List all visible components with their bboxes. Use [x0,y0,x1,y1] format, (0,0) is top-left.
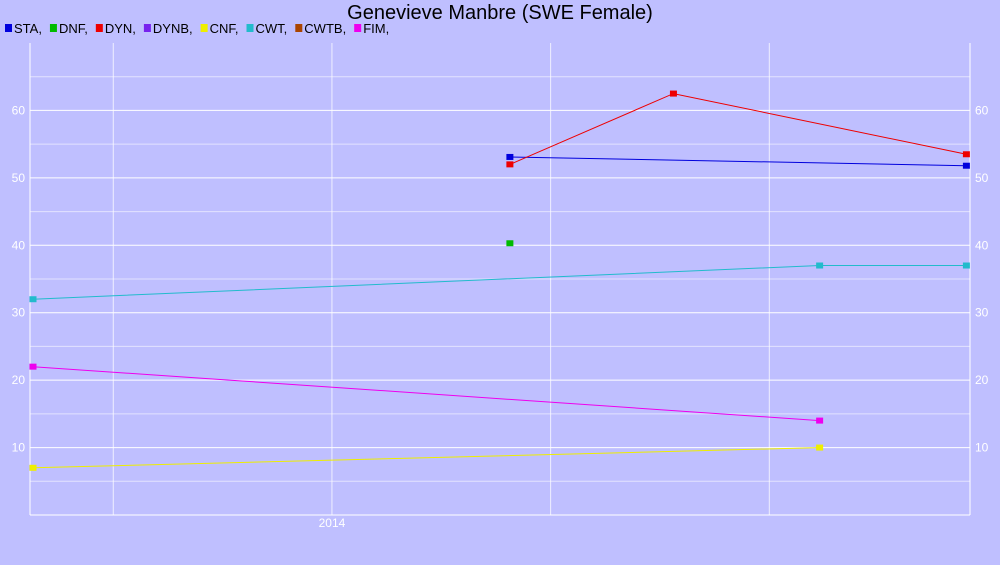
y-tick-label-left: 60 [12,103,26,117]
series-dyn [506,90,970,168]
series-cwt [29,262,970,303]
data-point-dyn [506,161,514,168]
legend-swatch [5,24,12,32]
legend-label: DYN, [105,21,136,36]
series-line-cnf [32,447,820,469]
legend-item-sta: STA, [5,21,42,36]
legend-label: STA, [14,21,42,36]
data-point-sta [962,162,970,169]
y-tick-label-left: 20 [12,373,26,387]
plot-frame [29,43,971,516]
legend-swatch [354,24,362,32]
legend-item-cwt: CWT, [246,21,288,36]
x-tick-label: 2014 [319,516,346,530]
data-point-cwt [816,262,824,269]
y-tick-label-right: 50 [975,171,989,185]
y-tick-label-left: 40 [12,238,26,252]
legend-swatch [295,24,303,32]
legend-item-cnf: CNF, [200,21,239,36]
series-line-fim [32,366,820,422]
series-dnf [506,240,514,247]
legend-swatch [246,24,254,32]
data-point-fim [29,363,37,370]
data-point-cwt [962,262,970,269]
legend-swatch [49,24,57,32]
data-point-cnf [816,444,824,451]
legend-label: FIM, [363,21,389,36]
data-point-sta [506,153,514,160]
grid-lines [30,43,970,515]
y-tick-label-right: 20 [975,373,989,387]
legend-item-cwtb: CWTB, [295,21,346,36]
y-tick-label-right: 10 [975,441,989,455]
legend-label: CWT, [256,21,288,36]
axis-tick-labels: 10 10 20 20 30 30 40 40 50 50 60 60 2014 [12,103,989,530]
plot-area: 10 10 20 20 30 30 40 40 50 50 60 60 2014 [12,43,989,530]
legend-label: DNF, [59,21,88,36]
data-point-dyn [962,151,970,158]
series-line-sta [509,156,967,167]
series-layer [29,90,970,471]
y-tick-label-left: 30 [12,306,26,320]
legend-swatch [143,24,151,32]
legend-label: CNF, [210,21,239,36]
series-fim [29,363,824,424]
y-tick-label-right: 60 [975,103,989,117]
series-cnf [29,444,824,471]
data-point-cnf [29,464,37,471]
legend-label: CWTB, [304,21,346,36]
data-point-dnf [506,240,514,247]
legend-item-dnf: DNF, [49,21,88,36]
legend-swatch [200,24,208,32]
legend: STA, DNF, DYN, DYNB, CNF, CWT, CWTB, FIM, [5,21,389,36]
data-point-cwt [29,296,37,303]
chart-title: Genevieve Manbre (SWE Female) [347,2,653,24]
y-tick-label-right: 40 [975,238,989,252]
y-tick-label-right: 30 [975,306,989,320]
legend-item-dyn: DYN, [95,21,136,36]
y-tick-label-left: 50 [12,171,26,185]
legend-swatch [95,24,103,32]
legend-label: DYNB, [153,21,193,36]
legend-item-fim: FIM, [354,21,389,36]
legend-item-dynb: DYNB, [143,21,193,36]
data-point-fim [816,417,824,424]
y-tick-label-left: 10 [12,441,26,455]
series-sta [506,153,970,169]
data-point-dyn [669,90,677,97]
